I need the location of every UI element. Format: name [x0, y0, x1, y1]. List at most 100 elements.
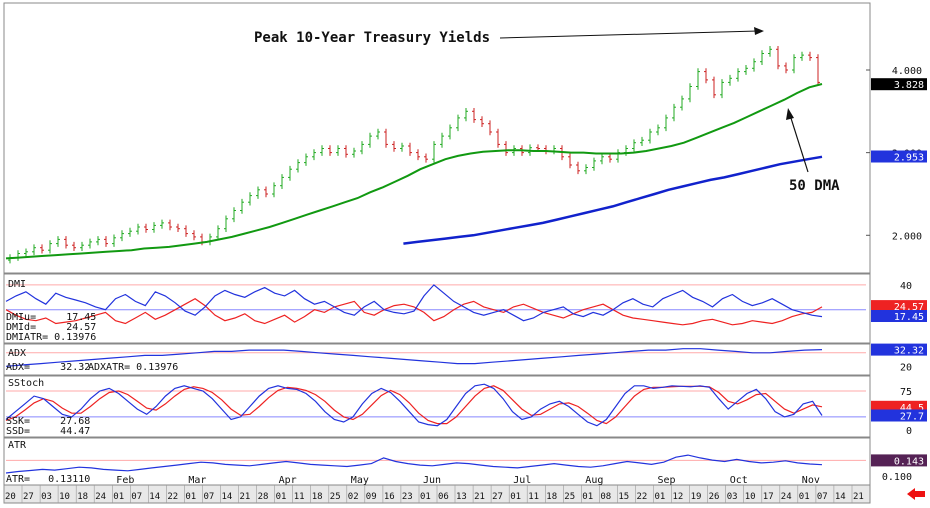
x-day-tick-2: 03 — [41, 492, 52, 502]
g-dmi-ytick-0: 40 — [900, 281, 912, 292]
price-last-value-1: 2.953 — [894, 153, 924, 164]
x-day-tick-16: 11 — [294, 492, 305, 502]
x-day-tick-30: 18 — [546, 492, 557, 502]
g-stoch-last-value-1: 27.7 — [900, 412, 924, 423]
dmi-readout-atr: DMIATR= 0.13976 — [6, 332, 96, 343]
price-ytick-label-0: 4.000 — [892, 66, 922, 77]
g-dmi-last-value-0-bg — [871, 300, 927, 313]
x-day-tick-45: 07 — [817, 492, 828, 502]
adx-panel — [3, 343, 871, 376]
x-day-tick-20: 09 — [366, 492, 377, 502]
x-day-tick-26: 21 — [474, 492, 485, 502]
g-adx-last-value-0-bg — [871, 343, 927, 356]
x-day-tick-40: 03 — [727, 492, 738, 502]
x-day-tick-41: 10 — [745, 492, 756, 502]
x-day-tick-24: 06 — [438, 492, 449, 502]
x-day-tick-32: 01 — [582, 492, 593, 502]
x-month-label-2: Apr — [279, 475, 297, 486]
price-ytick-label-2: 2.000 — [892, 231, 922, 242]
x-day-tick-34: 15 — [618, 492, 629, 502]
x-day-tick-1: 27 — [23, 492, 34, 502]
x-day-tick-3: 10 — [59, 492, 70, 502]
x-day-tick-17: 18 — [312, 492, 323, 502]
x-day-tick-25: 13 — [456, 492, 467, 502]
g-dmi-last-value-0: 24.57 — [894, 302, 924, 313]
x-day-tick-39: 26 — [709, 492, 720, 502]
x-month-label-7: Sep — [658, 475, 676, 486]
dmi-title: DMI — [8, 279, 26, 290]
annotation-peak-arrow-line — [499, 30, 759, 39]
x-month-label-5: Jul — [513, 475, 531, 486]
x-day-tick-6: 01 — [113, 492, 124, 502]
g-adx-ytick-0: 20 — [900, 362, 912, 373]
x-day-tick-28: 01 — [510, 492, 521, 502]
adx-layer: 20 32.32 — [5, 343, 927, 373]
x-day-tick-10: 01 — [185, 492, 196, 502]
x-axis-layer: 20 27 03 10 18 24 01 07 14 22 01 07 14 21 28 01 11 18 25 02… — [3, 475, 864, 503]
x-day-tick-42: 17 — [763, 492, 774, 502]
g-stoch-ytick-2: 0 — [906, 426, 912, 437]
adx-line — [5, 348, 823, 367]
g-atr-last-value-0: 0.143 — [894, 456, 924, 467]
g-atr-last-value-0-bg — [871, 454, 927, 467]
annotation-50dma-arrowhead — [786, 108, 794, 120]
price-panel — [3, 2, 871, 274]
x-day-tick-43: 24 — [781, 492, 792, 502]
x-month-label-1: Mar — [188, 475, 206, 486]
atr-readout: ATR= 0.13110 — [6, 474, 90, 485]
atr-layer: 0.100 0.143 — [5, 454, 927, 483]
x-day-tick-29: 11 — [528, 492, 539, 502]
dmi-minus-line — [5, 297, 823, 326]
price-last-value-0: 3.828 — [894, 80, 924, 91]
x-day-tick-5: 24 — [95, 492, 106, 502]
dmi-plus-line — [5, 284, 823, 322]
annotation-peak-yields: Peak 10-Year Treasury Yields — [254, 30, 490, 46]
atr-title: ATR — [8, 440, 27, 451]
x-day-tick-7: 07 — [131, 492, 142, 502]
x-day-tick-14: 28 — [258, 492, 269, 502]
adx-readout-atr: ADXATR= 0.13976 — [88, 362, 178, 373]
stoch-layer: 7525044.527.7 — [5, 383, 927, 437]
x-day-tick-33: 08 — [600, 492, 611, 502]
x-day-tick-15: 01 — [276, 492, 287, 502]
g-dmi-last-value-1-bg — [871, 310, 927, 322]
x-month-label-4: Jun — [423, 475, 441, 486]
x-day-tick-27: 27 — [492, 492, 503, 502]
x-day-tick-31: 25 — [564, 492, 575, 502]
x-day-tick-18: 25 — [330, 492, 341, 502]
x-day-tick-46: 14 — [835, 492, 846, 502]
stoch-ssk-line — [5, 383, 823, 427]
sma-slow-line — [403, 155, 823, 245]
atr-line — [5, 454, 823, 474]
x-day-tick-21: 16 — [384, 492, 395, 502]
price-last-value-0-bg — [871, 78, 927, 91]
x-day-tick-35: 22 — [637, 492, 648, 502]
x-day-tick-0: 20 — [5, 492, 16, 502]
x-day-tick-8: 14 — [149, 492, 160, 502]
x-month-label-0: Feb — [116, 475, 134, 486]
g-stoch-last-value-1-bg — [871, 409, 927, 422]
x-day-tick-12: 14 — [222, 492, 233, 502]
x-day-tick-47: 21 — [853, 492, 864, 502]
g-atr-ytick-0: 0.100 — [882, 472, 912, 483]
left-arrow-icon[interactable] — [907, 488, 925, 500]
x-day-tick-44: 01 — [799, 492, 810, 502]
x-day-tick-37: 12 — [673, 492, 684, 502]
stoch-readout-ssk: SSK= 27.68 — [6, 416, 90, 427]
x-day-tick-11: 07 — [204, 492, 215, 502]
x-day-tick-23: 01 — [420, 492, 431, 502]
x-day-tick-19: 02 — [348, 492, 359, 502]
x-month-label-8: Oct — [730, 475, 748, 486]
g-stoch-last-value-0: 44.5 — [900, 403, 924, 414]
stoch-readout-ssd: SSD= 44.47 — [6, 426, 90, 437]
x-day-tick-9: 22 — [167, 492, 178, 502]
adx-readout-value: ADX= 32.32 — [6, 362, 90, 373]
x-day-tick-22: 23 — [402, 492, 413, 502]
annotation-50dma-arrow-line — [789, 114, 809, 173]
x-day-tick-36: 01 — [655, 492, 666, 502]
adx-title: ADX — [8, 348, 26, 359]
dmi-panel — [3, 273, 871, 344]
